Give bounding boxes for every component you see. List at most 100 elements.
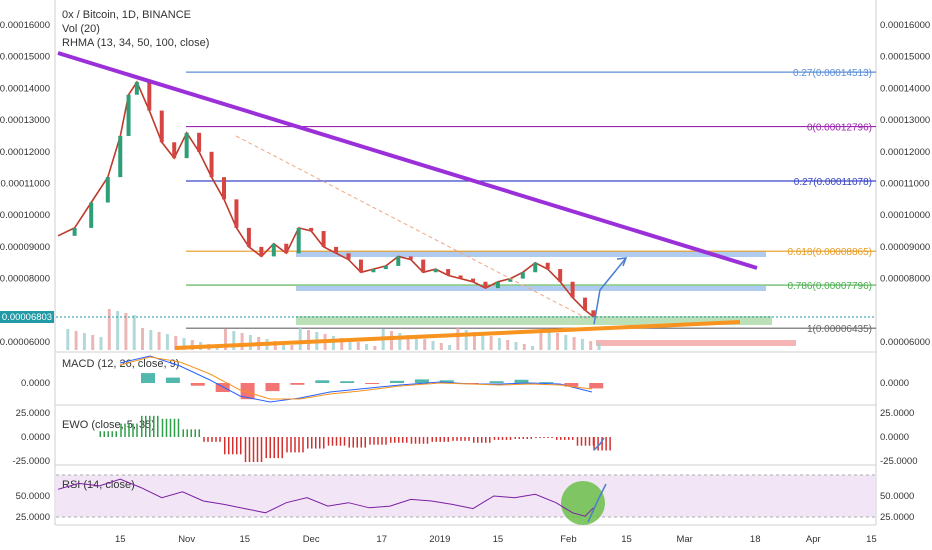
volume-bar (564, 335, 568, 350)
volume-bar (99, 337, 103, 350)
volume-bar (448, 345, 452, 350)
rsi-legend: RSI (14, close) (62, 479, 135, 491)
ewo-axis: 25.0000 25.0000 0.0000 0.0000 -25.0000 -25.00… (12, 408, 917, 467)
macd-bar (589, 383, 604, 389)
volume-bar (497, 338, 501, 350)
ewo-bar (556, 437, 558, 440)
ewo-bar (381, 437, 383, 445)
price-candle (545, 262, 550, 270)
ewo-bar (215, 437, 217, 442)
ewo-bar (406, 437, 408, 443)
ewo-bar (265, 437, 267, 459)
macd-bar (265, 383, 280, 392)
price-candle (446, 269, 451, 276)
projection-arrow (593, 257, 627, 325)
macd-bar (141, 373, 155, 383)
ewo-bar (219, 437, 221, 442)
time-tick: Mar (676, 534, 692, 545)
ewo-bar (141, 415, 143, 437)
ewo-bar (514, 437, 516, 439)
volume-bar (414, 337, 418, 350)
ewo-bar (315, 437, 317, 449)
macd-bar (489, 381, 504, 383)
green-zone (296, 316, 772, 325)
fib-label: 0.618(0.00008865) (787, 247, 872, 258)
volume-bar (531, 346, 535, 350)
volume-bar (74, 331, 78, 350)
macd-signal-line (119, 356, 593, 400)
ewo-bar (111, 431, 113, 437)
time-tick: Feb (560, 534, 576, 545)
rsi-line (57, 478, 594, 517)
rhma-legend: RHMA (13, 34, 50, 100, close) (62, 37, 209, 49)
ewo-bar (443, 437, 445, 442)
price-tick-right: 0.00011000 (880, 179, 930, 190)
ewo-bar (165, 418, 168, 437)
ewo-bar (302, 437, 304, 453)
macd-bar (240, 383, 255, 400)
volume-bar (348, 340, 352, 350)
price-tick-right: 0.00009000 (880, 242, 930, 253)
volume-bar (107, 309, 111, 350)
descending-trendline[interactable] (57, 51, 758, 270)
current-price-label: 0.00006803 (2, 312, 52, 323)
dashed-trendline (235, 135, 591, 321)
price-candle (172, 142, 177, 159)
fib-label: 0.786(0.00007796) (787, 281, 872, 292)
price-tick-left: 0.00008000 (0, 274, 50, 285)
ewo-bar (377, 437, 379, 445)
time-tick: Nov (178, 534, 195, 545)
time-tick: 15 (493, 534, 504, 545)
volume-bar (365, 344, 369, 350)
ewo-bar (576, 437, 579, 446)
price-candle (383, 265, 388, 270)
price-tick-right: 0.00010000 (880, 210, 930, 221)
price-candle (209, 151, 214, 178)
price-candle (309, 227, 314, 232)
ewo-bar (398, 437, 400, 443)
price-tick-right: 0.00013000 (880, 115, 930, 126)
chart-title: 0x / Bitcoin, 1D, BINANCE (62, 9, 191, 21)
ewo-bar (198, 429, 200, 437)
ewo-bar (402, 437, 404, 443)
price-line (57, 80, 594, 318)
macd-bar (564, 383, 579, 387)
volume-bar (456, 328, 460, 350)
ewo-bar (211, 437, 213, 442)
volume-bar (431, 341, 435, 350)
volume-bar (373, 346, 377, 350)
price-candle (558, 269, 563, 282)
rsi-tick-right: 50.0000 (880, 491, 914, 502)
fib-label: 0(0.00012796) (807, 123, 872, 134)
ewo-tick-left: 25.0000 (16, 408, 50, 419)
ewo-bar (294, 437, 296, 453)
ewo-bar (572, 437, 574, 440)
ewo-bar (224, 437, 226, 455)
price-tick-right: 0.00012000 (880, 147, 930, 158)
volume-bar (82, 333, 86, 350)
ewo-bar (593, 437, 595, 451)
ewo-bar (153, 415, 155, 437)
ewo-bar (588, 437, 591, 446)
ewo-bar (456, 437, 458, 441)
ewo-bar (352, 437, 354, 448)
ewo-bar (584, 437, 587, 446)
ewo-bar (335, 437, 338, 446)
ewo-bar (422, 437, 425, 444)
ewo-bar (468, 437, 470, 441)
ewo-bar (307, 437, 309, 449)
ewo-bar (560, 437, 562, 440)
ewo-bar (385, 437, 387, 445)
volume-bar (224, 329, 227, 350)
volume-bar (340, 338, 344, 350)
resistance-zone (296, 251, 766, 257)
volume-bar (232, 331, 236, 350)
time-tick: 15 (621, 534, 632, 545)
fib-levels: 0.27(0.00014513) 0(0.00012796) 0.27(0.0001… (186, 68, 876, 335)
ewo-bar (194, 429, 196, 437)
ewo-bar (319, 437, 321, 449)
price-candle (334, 246, 339, 254)
ewo-bar (360, 437, 362, 448)
ascending-trendline[interactable] (174, 320, 741, 350)
